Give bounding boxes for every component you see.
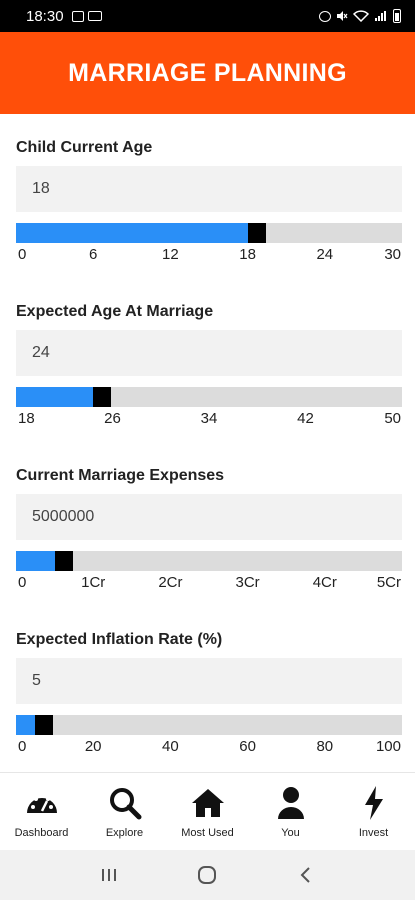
slider-thumb[interactable]	[55, 551, 73, 571]
app-header: MARRIAGE PLANNING	[0, 32, 415, 114]
slider-ticks: 18 26 34 42 50	[0, 410, 415, 430]
home-circle-icon[interactable]	[187, 860, 227, 890]
tick-label: 26	[104, 410, 121, 427]
current-marriage-expenses-input[interactable]: 5000000	[16, 494, 402, 540]
tick-label: 5Cr	[376, 574, 401, 591]
status-time: 18:30	[26, 7, 64, 25]
nav-label: Most Used	[181, 827, 234, 839]
gallery-icon	[71, 10, 84, 22]
tick-label: 6	[89, 246, 98, 263]
tick-label: 4Cr	[312, 574, 337, 591]
back-icon[interactable]	[286, 860, 326, 890]
slider-fill	[16, 223, 248, 243]
slider-fill	[16, 387, 93, 407]
nav-label: Invest	[358, 827, 389, 839]
tick-label: 34	[200, 410, 218, 427]
current-marriage-expenses-slider[interactable]	[16, 551, 402, 571]
expected-inflation-rate-input[interactable]: 5	[16, 658, 402, 704]
dashboard-gauge-icon	[23, 785, 61, 821]
status-right-icons	[319, 9, 401, 23]
child-current-age-slider[interactable]	[16, 223, 402, 243]
status-left-icons	[71, 10, 102, 22]
tick-label: 42	[297, 410, 314, 427]
slider-ticks: 0 20 40 60 80 100	[0, 738, 415, 758]
status-bar: 18:30	[0, 0, 415, 32]
section-label: Current Marriage Expenses	[16, 467, 225, 484]
nav-dashboard[interactable]: Dashboard	[0, 773, 83, 850]
tick-label: 40	[162, 738, 179, 755]
tick-label: 18	[239, 246, 256, 263]
slider-ticks: 0 1Cr 2Cr 3Cr 4Cr 5Cr	[0, 574, 415, 594]
tick-label: 1Cr	[81, 574, 106, 591]
tick-label: 80	[316, 738, 334, 755]
slider-thumb[interactable]	[35, 715, 53, 735]
nav-explore[interactable]: Explore	[83, 773, 166, 850]
tick-label: 18	[18, 410, 35, 427]
laptop-icon	[87, 11, 102, 21]
current-marriage-expenses-section: Current Marriage Expenses 5000000 0 1Cr …	[0, 442, 415, 606]
expected-age-at-marriage-section: Expected Age At Marriage 24 18 26 34 42 …	[0, 278, 415, 442]
tick-label: 0	[18, 246, 27, 263]
slider-ticks: 0 6 12 18 24 30	[0, 246, 415, 266]
tick-label: 0	[18, 574, 27, 591]
child-current-age-input[interactable]: 18	[16, 166, 402, 212]
nav-label: Explore	[105, 827, 144, 839]
nav-you[interactable]: You	[249, 773, 332, 850]
recents-icon[interactable]	[89, 860, 129, 890]
nav-most-used[interactable]: Most Used	[166, 773, 249, 850]
alarm-icon	[319, 10, 331, 22]
user-icon	[272, 785, 310, 821]
wifi-icon	[353, 10, 369, 22]
expected-age-at-marriage-slider[interactable]	[16, 387, 402, 407]
tick-label: 12	[162, 246, 179, 263]
tick-label: 20	[84, 738, 102, 755]
battery-icon	[393, 9, 401, 23]
mute-icon	[337, 11, 348, 21]
tick-label: 24	[316, 246, 334, 263]
section-label: Child Current Age	[16, 139, 153, 156]
expected-age-at-marriage-input[interactable]: 24	[16, 330, 402, 376]
tick-label: 60	[239, 738, 256, 755]
nav-label: You	[281, 827, 300, 839]
slider-thumb[interactable]	[248, 223, 266, 243]
home-icon	[189, 785, 227, 821]
tick-label: 100	[375, 738, 401, 755]
page-title: MARRIAGE PLANNING	[68, 58, 347, 87]
search-icon	[106, 785, 144, 821]
section-label: Expected Age At Marriage	[16, 303, 214, 320]
slider-thumb[interactable]	[93, 387, 111, 407]
expected-inflation-rate-slider[interactable]	[16, 715, 402, 735]
bottom-nav: Dashboard Explore Most Used You Invest	[0, 772, 415, 850]
section-label: Expected Inflation Rate (%)	[16, 631, 223, 648]
tick-label: 2Cr	[158, 574, 183, 591]
expected-inflation-rate-section: Expected Inflation Rate (%) 5 0 20 40 60…	[0, 606, 415, 770]
child-current-age-section: Child Current Age 18 0 6 12 18 24 30	[0, 114, 415, 278]
tick-label: 50	[384, 410, 401, 427]
slider-fill	[16, 551, 55, 571]
lightning-icon	[355, 785, 393, 821]
planner-form: Child Current Age 18 0 6 12 18 24 30 Exp…	[0, 114, 415, 772]
tick-label: 30	[384, 246, 401, 263]
tick-label: 3Cr	[235, 574, 260, 591]
nav-label: Dashboard	[14, 827, 69, 839]
tick-label: 0	[18, 738, 27, 755]
nav-invest[interactable]: Invest	[332, 773, 415, 850]
system-nav-bar	[0, 850, 415, 900]
slider-fill	[16, 715, 35, 735]
signal-icon	[375, 11, 386, 21]
